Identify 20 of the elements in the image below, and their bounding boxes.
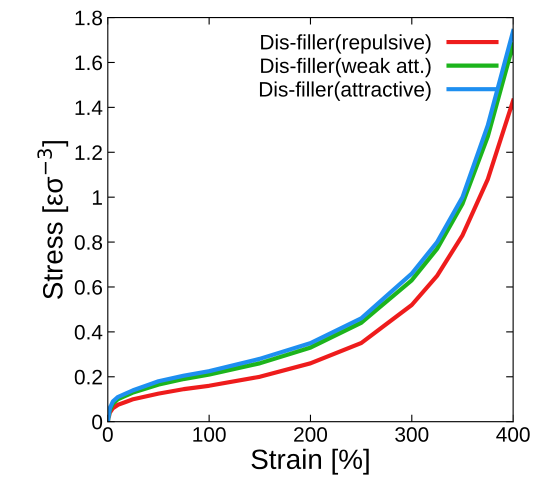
x-tick-label: 200 — [294, 427, 328, 442]
y-tick-label: 1.6 — [76, 55, 102, 70]
y-tick-label: 1.2 — [76, 145, 102, 160]
x-tick-label: 100 — [193, 427, 226, 442]
x-tick-label: 400 — [496, 427, 530, 442]
y-tick-label: 1 — [92, 190, 102, 205]
y-tick-label: 0.8 — [74, 235, 102, 250]
y-tick-label: 0 — [92, 414, 102, 430]
y-tick-label: 0.6 — [74, 280, 102, 295]
y-tick-label: 1.4 — [76, 100, 102, 115]
y-axis-title: Stress [εσ$^{−3}$] — [37, 141, 68, 299]
x-tick-label: 0 — [102, 427, 113, 442]
legend-label: Dis-filler(attractive) — [260, 81, 431, 101]
legend-label: Dis-filler(repulsive) — [261, 34, 431, 54]
y-tick-label: 1.8 — [76, 10, 102, 26]
y-tick-label: 0.2 — [74, 370, 102, 385]
x-axis-title: Strain [%] — [252, 448, 369, 475]
x-tick-label: 300 — [395, 427, 428, 442]
y-tick-label: 0.4 — [74, 324, 102, 340]
legend-label: Dis-filler(weak att.) — [261, 58, 431, 78]
